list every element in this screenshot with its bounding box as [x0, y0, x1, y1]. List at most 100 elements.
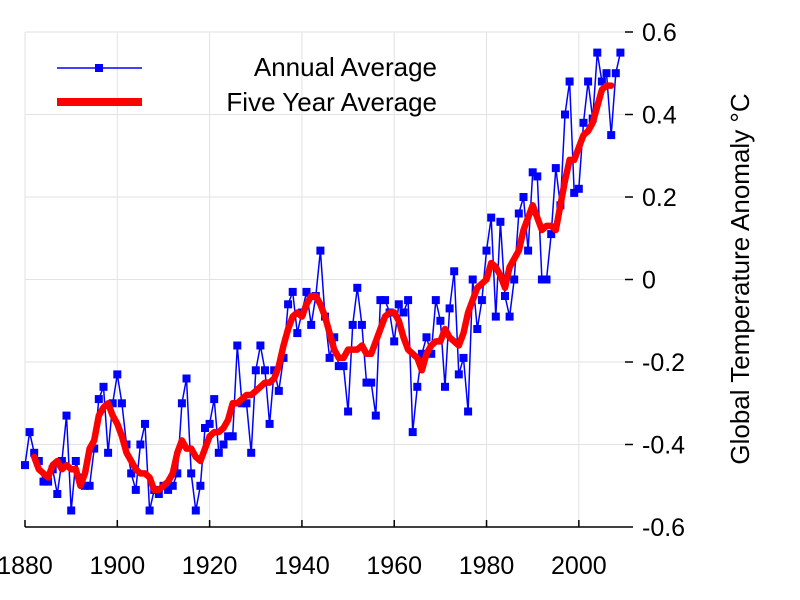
annual-point-1969: [431, 296, 440, 305]
annual-point-1949: [339, 362, 348, 371]
annual-point-1991: [533, 172, 542, 181]
x-tick-label-1960: 1960: [366, 552, 422, 580]
annual-point-1922: [214, 448, 223, 457]
annual-point-2001: [579, 118, 588, 127]
annual-point-1942: [307, 320, 316, 329]
annual-point-1887: [53, 490, 62, 498]
y-tick-label-0.6: 0.6: [642, 19, 677, 47]
annual-point-1958: [381, 296, 389, 305]
annual-point-1989: [524, 246, 533, 255]
x-tick-label-1880: 1880: [0, 552, 53, 580]
annual-point-1939: [293, 329, 302, 338]
annual-point-1893: [81, 481, 89, 490]
annual-point-1895: [90, 444, 99, 453]
annual-point-1984: [501, 292, 509, 300]
annual-point-1951: [348, 320, 357, 329]
annual-point-2009: [616, 48, 625, 57]
annual-point-1901: [117, 399, 126, 408]
legend-annual-marker: [95, 64, 103, 72]
annual-point-1980: [482, 246, 491, 255]
annual-point-1928: [242, 399, 251, 408]
y-tick-label--0.6: -0.6: [642, 514, 685, 542]
y-tick-label--0.4: -0.4: [642, 432, 685, 460]
y-axis-title: Global Temperature Anomaly °C: [725, 93, 755, 464]
annual-point-1904: [131, 485, 140, 494]
annual-point-1894: [85, 481, 94, 490]
annual-point-1900: [113, 370, 122, 379]
annual-point-2007: [607, 131, 616, 140]
annual-point-2000: [574, 184, 583, 193]
annual-point-1923: [219, 440, 228, 449]
annual-point-1938: [288, 287, 297, 296]
annual-point-1983: [496, 217, 505, 226]
annual-point-1977: [468, 275, 477, 284]
annual-point-1946: [325, 353, 334, 362]
five-year-average-line: [30, 82, 615, 494]
annual-point-1957: [376, 296, 385, 305]
annual-point-1919: [201, 424, 209, 432]
annual-point-1930: [251, 366, 260, 375]
annual-point-1888: [57, 457, 66, 465]
annual-point-1925: [228, 432, 237, 441]
annual-point-1988: [519, 193, 528, 201]
annual-point-1884: [39, 477, 48, 486]
annual-point-1950: [344, 407, 353, 416]
annual-point-1970: [436, 316, 445, 325]
x-tick-label-1900: 1900: [89, 552, 145, 580]
five-year-average-series: [30, 82, 615, 494]
annual-point-1986: [510, 275, 519, 284]
annual-point-1915: [182, 374, 191, 383]
annual-point-1899: [108, 399, 117, 408]
y-tick-label--0.2: -0.2: [642, 349, 685, 377]
annual-point-1965: [413, 382, 422, 391]
annual-point-2004: [593, 48, 602, 57]
annual-point-1981: [487, 213, 496, 222]
annual-point-1962: [399, 308, 408, 317]
legend-five-year-label: Five Year Average: [226, 87, 437, 117]
annual-point-1909: [154, 490, 163, 498]
annual-point-1954: [362, 378, 371, 387]
annual-point-1985: [505, 312, 514, 321]
annual-point-1967: [422, 333, 431, 342]
annual-point-1956: [371, 411, 380, 420]
annual-point-1924: [224, 432, 233, 441]
y-tick-label-0.2: 0.2: [642, 184, 677, 212]
annual-point-1998: [565, 77, 574, 86]
legend-annual-label: Annual Average: [254, 52, 437, 82]
annual-point-1911: [164, 485, 173, 494]
annual-point-1952: [353, 283, 362, 292]
annual-point-1912: [168, 481, 177, 490]
annual-point-1885: [44, 477, 53, 486]
annual-point-1929: [247, 448, 256, 457]
annual-point-1891: [71, 457, 80, 465]
annual-point-1993: [542, 275, 551, 284]
annual-point-1920: [205, 419, 214, 428]
annual-point-1897: [99, 382, 108, 391]
annual-point-1880: [21, 461, 29, 470]
annual-point-1903: [127, 469, 136, 478]
x-tick-label-2000: 2000: [551, 552, 607, 580]
annual-point-1941: [302, 287, 311, 296]
legend: Annual Average Five Year Average: [57, 52, 437, 117]
annual-point-1907: [145, 506, 154, 515]
annual-point-1992: [537, 275, 546, 284]
annual-point-2002: [584, 77, 593, 86]
annual-point-1964: [408, 428, 417, 437]
annual-point-1916: [187, 469, 196, 478]
x-tick-label-1920: 1920: [182, 552, 238, 580]
annual-point-1961: [394, 300, 403, 309]
annual-point-1937: [284, 300, 293, 309]
annual-point-1948: [334, 362, 343, 371]
annual-point-1896: [94, 395, 103, 404]
annual-point-1976: [464, 407, 473, 416]
annual-point-1968: [427, 349, 436, 358]
annual-point-1926: [233, 341, 242, 350]
annual-point-1979: [477, 296, 486, 305]
annual-point-1995: [551, 164, 560, 173]
axis-ticks: 1880 1900 1920 1940 1960 1980 2000 0.6 0.4 0.2 0 -0…: [0, 19, 685, 580]
annual-point-1917: [191, 506, 200, 515]
annual-point-1978: [473, 325, 482, 333]
annual-point-1971: [441, 382, 449, 391]
annual-point-1947: [330, 333, 339, 342]
